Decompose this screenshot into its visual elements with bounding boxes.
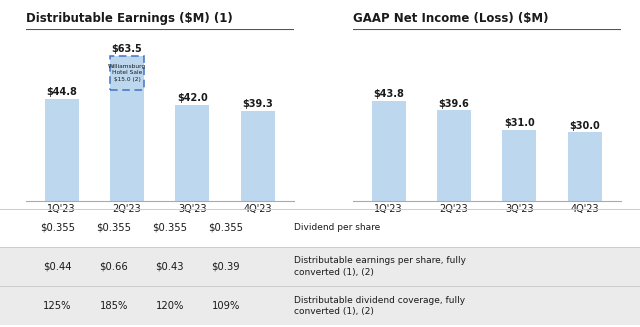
Bar xyxy=(110,56,144,201)
Text: Distributable dividend coverage, fully
converted (1), (2): Distributable dividend coverage, fully c… xyxy=(294,296,465,316)
Text: Distributable Earnings ($M) (1): Distributable Earnings ($M) (1) xyxy=(26,12,232,26)
Text: $0.39: $0.39 xyxy=(212,262,240,271)
Text: $31.0: $31.0 xyxy=(504,118,535,128)
Text: 125%: 125% xyxy=(44,301,72,311)
Text: $0.43: $0.43 xyxy=(156,262,184,271)
Bar xyxy=(241,111,275,201)
Text: $39.6: $39.6 xyxy=(438,99,469,109)
Text: $0.355: $0.355 xyxy=(209,222,243,232)
Text: Dividend per share: Dividend per share xyxy=(294,223,381,232)
Text: $0.355: $0.355 xyxy=(152,222,187,232)
Text: GAAP Net Income (Loss) ($M): GAAP Net Income (Loss) ($M) xyxy=(353,12,548,26)
Text: 185%: 185% xyxy=(100,301,128,311)
Text: $39.3: $39.3 xyxy=(243,99,273,109)
Bar xyxy=(502,130,536,201)
Text: $30.0: $30.0 xyxy=(570,121,600,130)
Text: Williamsburg
Hotel Sale
$15.0 (2): Williamsburg Hotel Sale $15.0 (2) xyxy=(108,64,146,82)
Text: 120%: 120% xyxy=(156,301,184,311)
Bar xyxy=(437,111,471,201)
Text: $63.5: $63.5 xyxy=(111,44,142,54)
Text: $0.44: $0.44 xyxy=(44,262,72,271)
Bar xyxy=(568,132,602,201)
Text: $44.8: $44.8 xyxy=(46,87,77,97)
Bar xyxy=(45,98,79,201)
Text: $0.66: $0.66 xyxy=(100,262,128,271)
Text: 109%: 109% xyxy=(212,301,240,311)
Bar xyxy=(372,101,406,201)
Text: $42.0: $42.0 xyxy=(177,93,208,103)
Text: $0.355: $0.355 xyxy=(40,222,75,232)
Text: Distributable earnings per share, fully
converted (1), (2): Distributable earnings per share, fully … xyxy=(294,256,467,277)
Text: $0.355: $0.355 xyxy=(97,222,131,232)
Text: $43.8: $43.8 xyxy=(373,89,404,99)
Bar xyxy=(175,105,209,201)
